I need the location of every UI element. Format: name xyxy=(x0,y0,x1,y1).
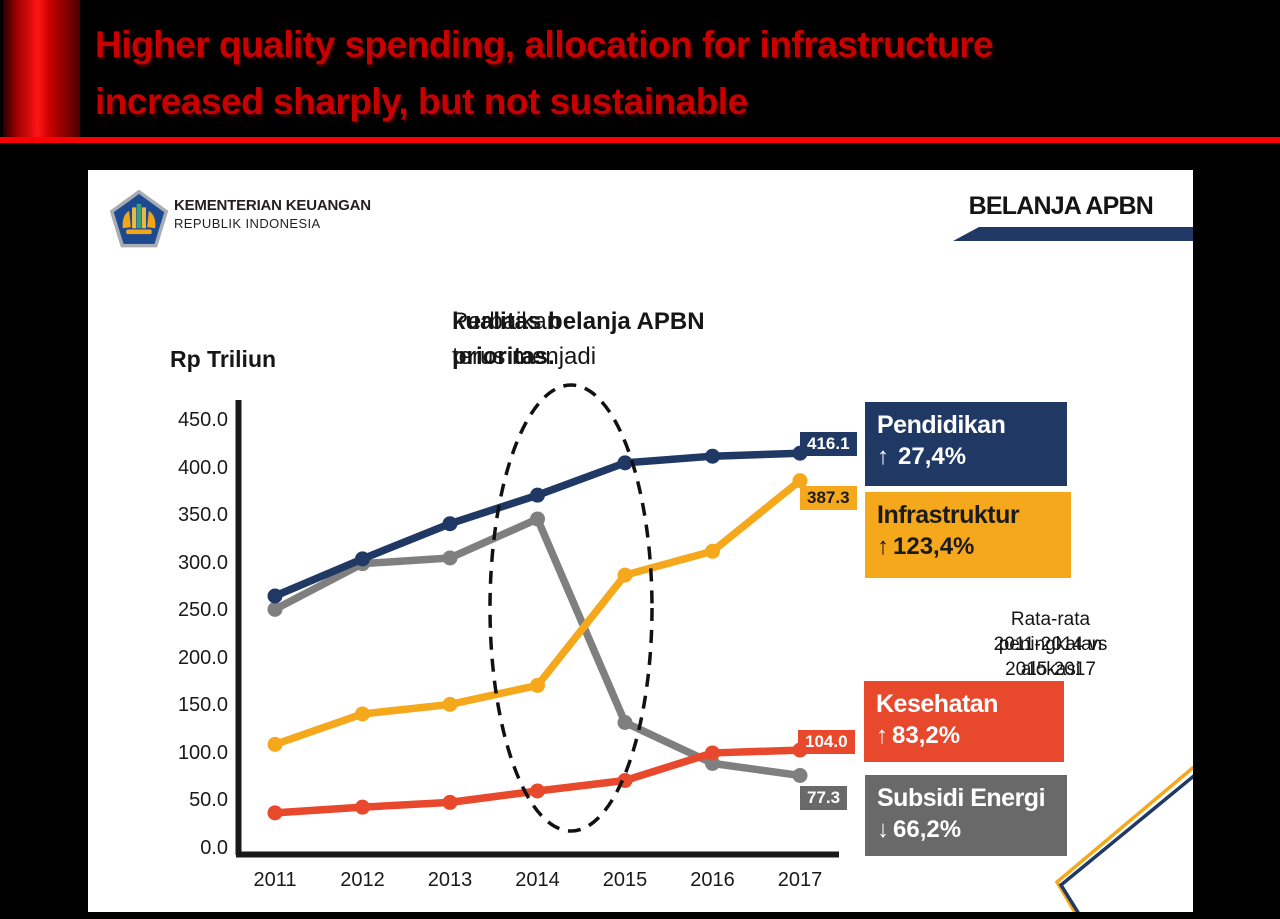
chart-heading: Perbaikan kualitas belanja APBN terus me… xyxy=(452,304,922,370)
data-point xyxy=(267,588,283,604)
legend-kesehatan-change: ↑ 83,2% xyxy=(876,720,1054,752)
x-tick-label: 2011 xyxy=(253,869,297,891)
up-arrow-icon: ↑ xyxy=(877,533,889,560)
series-line-kesehatan xyxy=(274,746,801,817)
data-point xyxy=(617,567,633,583)
data-point xyxy=(530,487,545,503)
data-point xyxy=(442,696,458,712)
y-tick-label: 100.0 xyxy=(177,741,228,764)
comparison-note-line2: 2011-2014 vs 2015-2017 xyxy=(993,634,1108,680)
data-point xyxy=(530,677,545,693)
data-point xyxy=(267,805,283,821)
y-tick-label: 250.0 xyxy=(177,599,228,622)
chart-series xyxy=(267,445,808,821)
highlight-ellipse xyxy=(488,383,654,833)
down-arrow-icon: ↓ xyxy=(877,816,889,843)
line-chart xyxy=(235,383,1193,912)
data-point xyxy=(355,706,370,722)
x-tick-label: 2015 xyxy=(602,869,648,891)
value-label-subsidi-energi: 77.3 xyxy=(800,786,848,810)
slide-title-line2: increased sharply, but not sustainable xyxy=(95,81,748,122)
value-label-kesehatan: 104.0 xyxy=(798,730,855,754)
logo-center-column xyxy=(136,203,142,229)
data-point xyxy=(792,767,808,783)
chart-axes xyxy=(235,400,839,858)
data-point xyxy=(442,550,458,566)
data-point xyxy=(617,715,633,731)
data-point xyxy=(792,473,808,489)
chart-heading-l1-lead: Perbaikan xyxy=(452,308,561,335)
legend-subsidi-energi: Subsidi Energi ↓ 66,2% xyxy=(865,775,1067,856)
kemenkeu-logo xyxy=(110,190,168,248)
legend-subsidi-energi-change: ↓ 66,2% xyxy=(877,814,1057,846)
chart-heading-l2-lead: terus menjadi xyxy=(452,343,597,370)
legend-pendidikan-pct: 27,4% xyxy=(898,443,967,470)
legend-subsidi-energi-pct: 66,2% xyxy=(893,816,962,843)
legend-kesehatan-name: Kesehatan xyxy=(876,690,998,718)
data-point xyxy=(267,736,283,752)
data-point xyxy=(267,601,283,617)
data-point xyxy=(530,511,545,527)
ministry-name-block: KEMENTERIAN KEUANGAN REPUBLIK INDONESIA xyxy=(174,197,474,247)
comparison-note-line1: Rata-rata peningkatan alokasi xyxy=(998,609,1103,680)
data-point xyxy=(530,783,545,799)
header-divider xyxy=(0,137,1280,143)
y-tick-label: 150.0 xyxy=(177,694,228,717)
y-tick-label: 50.0 xyxy=(189,789,228,812)
y-tick-label: 350.0 xyxy=(177,504,228,527)
comparison-note: Rata-rata peningkatan alokasi 2011-2014 … xyxy=(833,607,1123,680)
x-tick-label: 2012 xyxy=(340,869,385,891)
x-tick-label: 2017 xyxy=(777,869,823,891)
legend-kesehatan-pct: 83,2% xyxy=(892,722,961,749)
y-axis-unit-label: Rp Triliun xyxy=(170,346,277,372)
x-tick-label: 2014 xyxy=(515,869,560,891)
legend-pendidikan-name: Pendidikan xyxy=(877,411,1006,439)
data-point xyxy=(442,516,458,532)
legend-pendidikan: Pendidikan ↑ 27,4% xyxy=(865,402,1067,486)
y-tick-label: 200.0 xyxy=(177,646,228,669)
up-arrow-icon: ↑ xyxy=(876,722,888,749)
legend-kesehatan: Kesehatan ↑ 83,2% xyxy=(864,681,1064,762)
slide-title-line1: Higher quality spending, allocation for … xyxy=(95,24,994,65)
legend-infrastruktur-change: ↑ 123,4% xyxy=(877,531,1061,563)
value-label-pendidikan: 416.1 xyxy=(800,432,857,456)
value-label-infrastruktur: 387.3 xyxy=(800,486,857,510)
x-tick-label: 2013 xyxy=(427,869,473,891)
data-point xyxy=(355,799,370,815)
legend-subsidi-energi-name: Subsidi Energi xyxy=(877,784,1046,812)
x-tick-label: 2016 xyxy=(690,869,735,891)
data-point xyxy=(705,755,720,771)
corner-decoration xyxy=(1054,765,1193,912)
y-tick-label: 400.0 xyxy=(177,456,228,479)
data-point xyxy=(355,551,370,567)
legend-infrastruktur-name: Infrastruktur xyxy=(877,501,1020,529)
ministry-name: KEMENTERIAN KEUANGAN xyxy=(174,197,371,214)
logo-banner xyxy=(126,229,152,235)
data-point xyxy=(705,543,720,559)
series-line-subsidi-energi xyxy=(273,515,801,780)
logo-left-wing xyxy=(122,210,131,229)
legend-infrastruktur-pct: 123,4% xyxy=(893,533,975,560)
data-point xyxy=(617,455,633,471)
chart-heading-l2-bold: prioritas. xyxy=(452,343,555,370)
legend-infrastruktur: Infrastruktur ↑ 123,4% xyxy=(865,492,1071,578)
logo-right-wing xyxy=(147,210,156,229)
up-arrow-icon: ↑ xyxy=(877,443,889,470)
data-point xyxy=(705,745,720,761)
left-accent-bar xyxy=(3,0,80,140)
content-panel: KEMENTERIAN KEUANGAN REPUBLIK INDONESIA … xyxy=(88,170,1193,912)
data-point xyxy=(442,794,458,810)
chart-heading-l1-bold: kualitas belanja APBN xyxy=(452,308,705,335)
y-tick-label: 300.0 xyxy=(177,551,228,574)
data-point xyxy=(705,448,720,464)
ministry-sub: REPUBLIK INDONESIA xyxy=(174,216,321,231)
slide-title: Higher quality spending, allocation for … xyxy=(95,16,1245,130)
section-label-bar xyxy=(953,227,1193,241)
section-label: BELANJA APBN xyxy=(968,192,1154,220)
y-tick-label: 0.0 xyxy=(200,837,228,859)
legend-pendidikan-change: ↑ 27,4% xyxy=(877,441,1057,473)
y-tick-label: 450.0 xyxy=(177,409,228,431)
